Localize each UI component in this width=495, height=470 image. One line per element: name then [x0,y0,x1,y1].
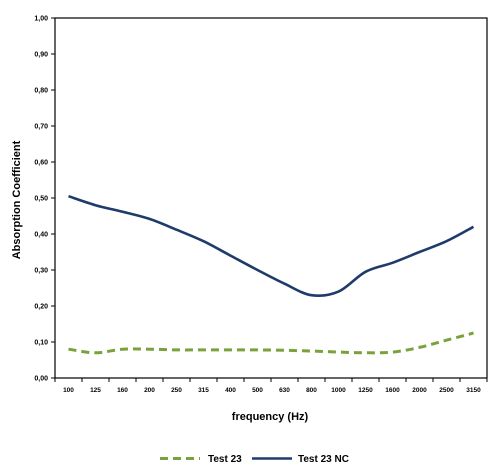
y-tick-label: 0,00 [34,376,48,383]
x-tick-label: 400 [225,387,236,394]
series-lines [68,194,475,355]
x-tick-label: 100 [63,387,74,394]
x-tick-label: 160 [117,387,128,394]
legend-label: Test 23 [208,454,242,465]
x-tick-label: 2000 [412,387,427,394]
legend: Test 23 Test 23 NC [160,454,349,465]
x-tick-label: 1600 [385,387,400,394]
x-tick-label: 200 [144,387,155,394]
x-axis-label: frequency (Hz) [232,411,309,423]
x-tick-label: 125 [90,387,101,394]
y-tick-label: 0,60 [34,160,48,167]
y-tick-label: 0,30 [34,268,48,275]
series-line-test-23-nc [68,194,475,298]
y-tick-label: 0,40 [34,232,48,239]
y-tick-label: 0,70 [34,124,48,131]
x-tick-label: 800 [306,387,317,394]
x-tick-label: 250 [171,387,182,394]
x-tick-label: 1250 [358,387,373,394]
series-line-test-23 [68,331,474,355]
x-tick-label: 630 [279,387,290,394]
legend-label: Test 23 NC [298,454,349,465]
y-tick-label: 0,90 [34,52,48,59]
x-tick-label: 500 [252,387,263,394]
x-tick-label: 315 [198,387,209,394]
y-tick-label: 0,50 [34,196,48,203]
y-axis-ticks: 0,00 0,10 0,20 0,30 0,40 0,50 0,60 0,70 0,80 0,90… [34,16,55,383]
y-tick-label: 0,10 [34,340,48,347]
x-axis-ticks: 100 125 160 200 250 315 400 500 630 800 1000 1250 16… [54,378,488,394]
x-tick-label: 2500 [439,387,454,394]
y-tick-label: 1,00 [34,16,48,23]
x-tick-label: 1000 [331,387,346,394]
y-tick-label: 0,20 [34,304,48,311]
y-axis-label: Absorption Coefficient [11,140,23,259]
x-tick-label: 3150 [466,387,481,394]
plot-frame [54,17,488,379]
y-tick-label: 0,80 [34,88,48,95]
